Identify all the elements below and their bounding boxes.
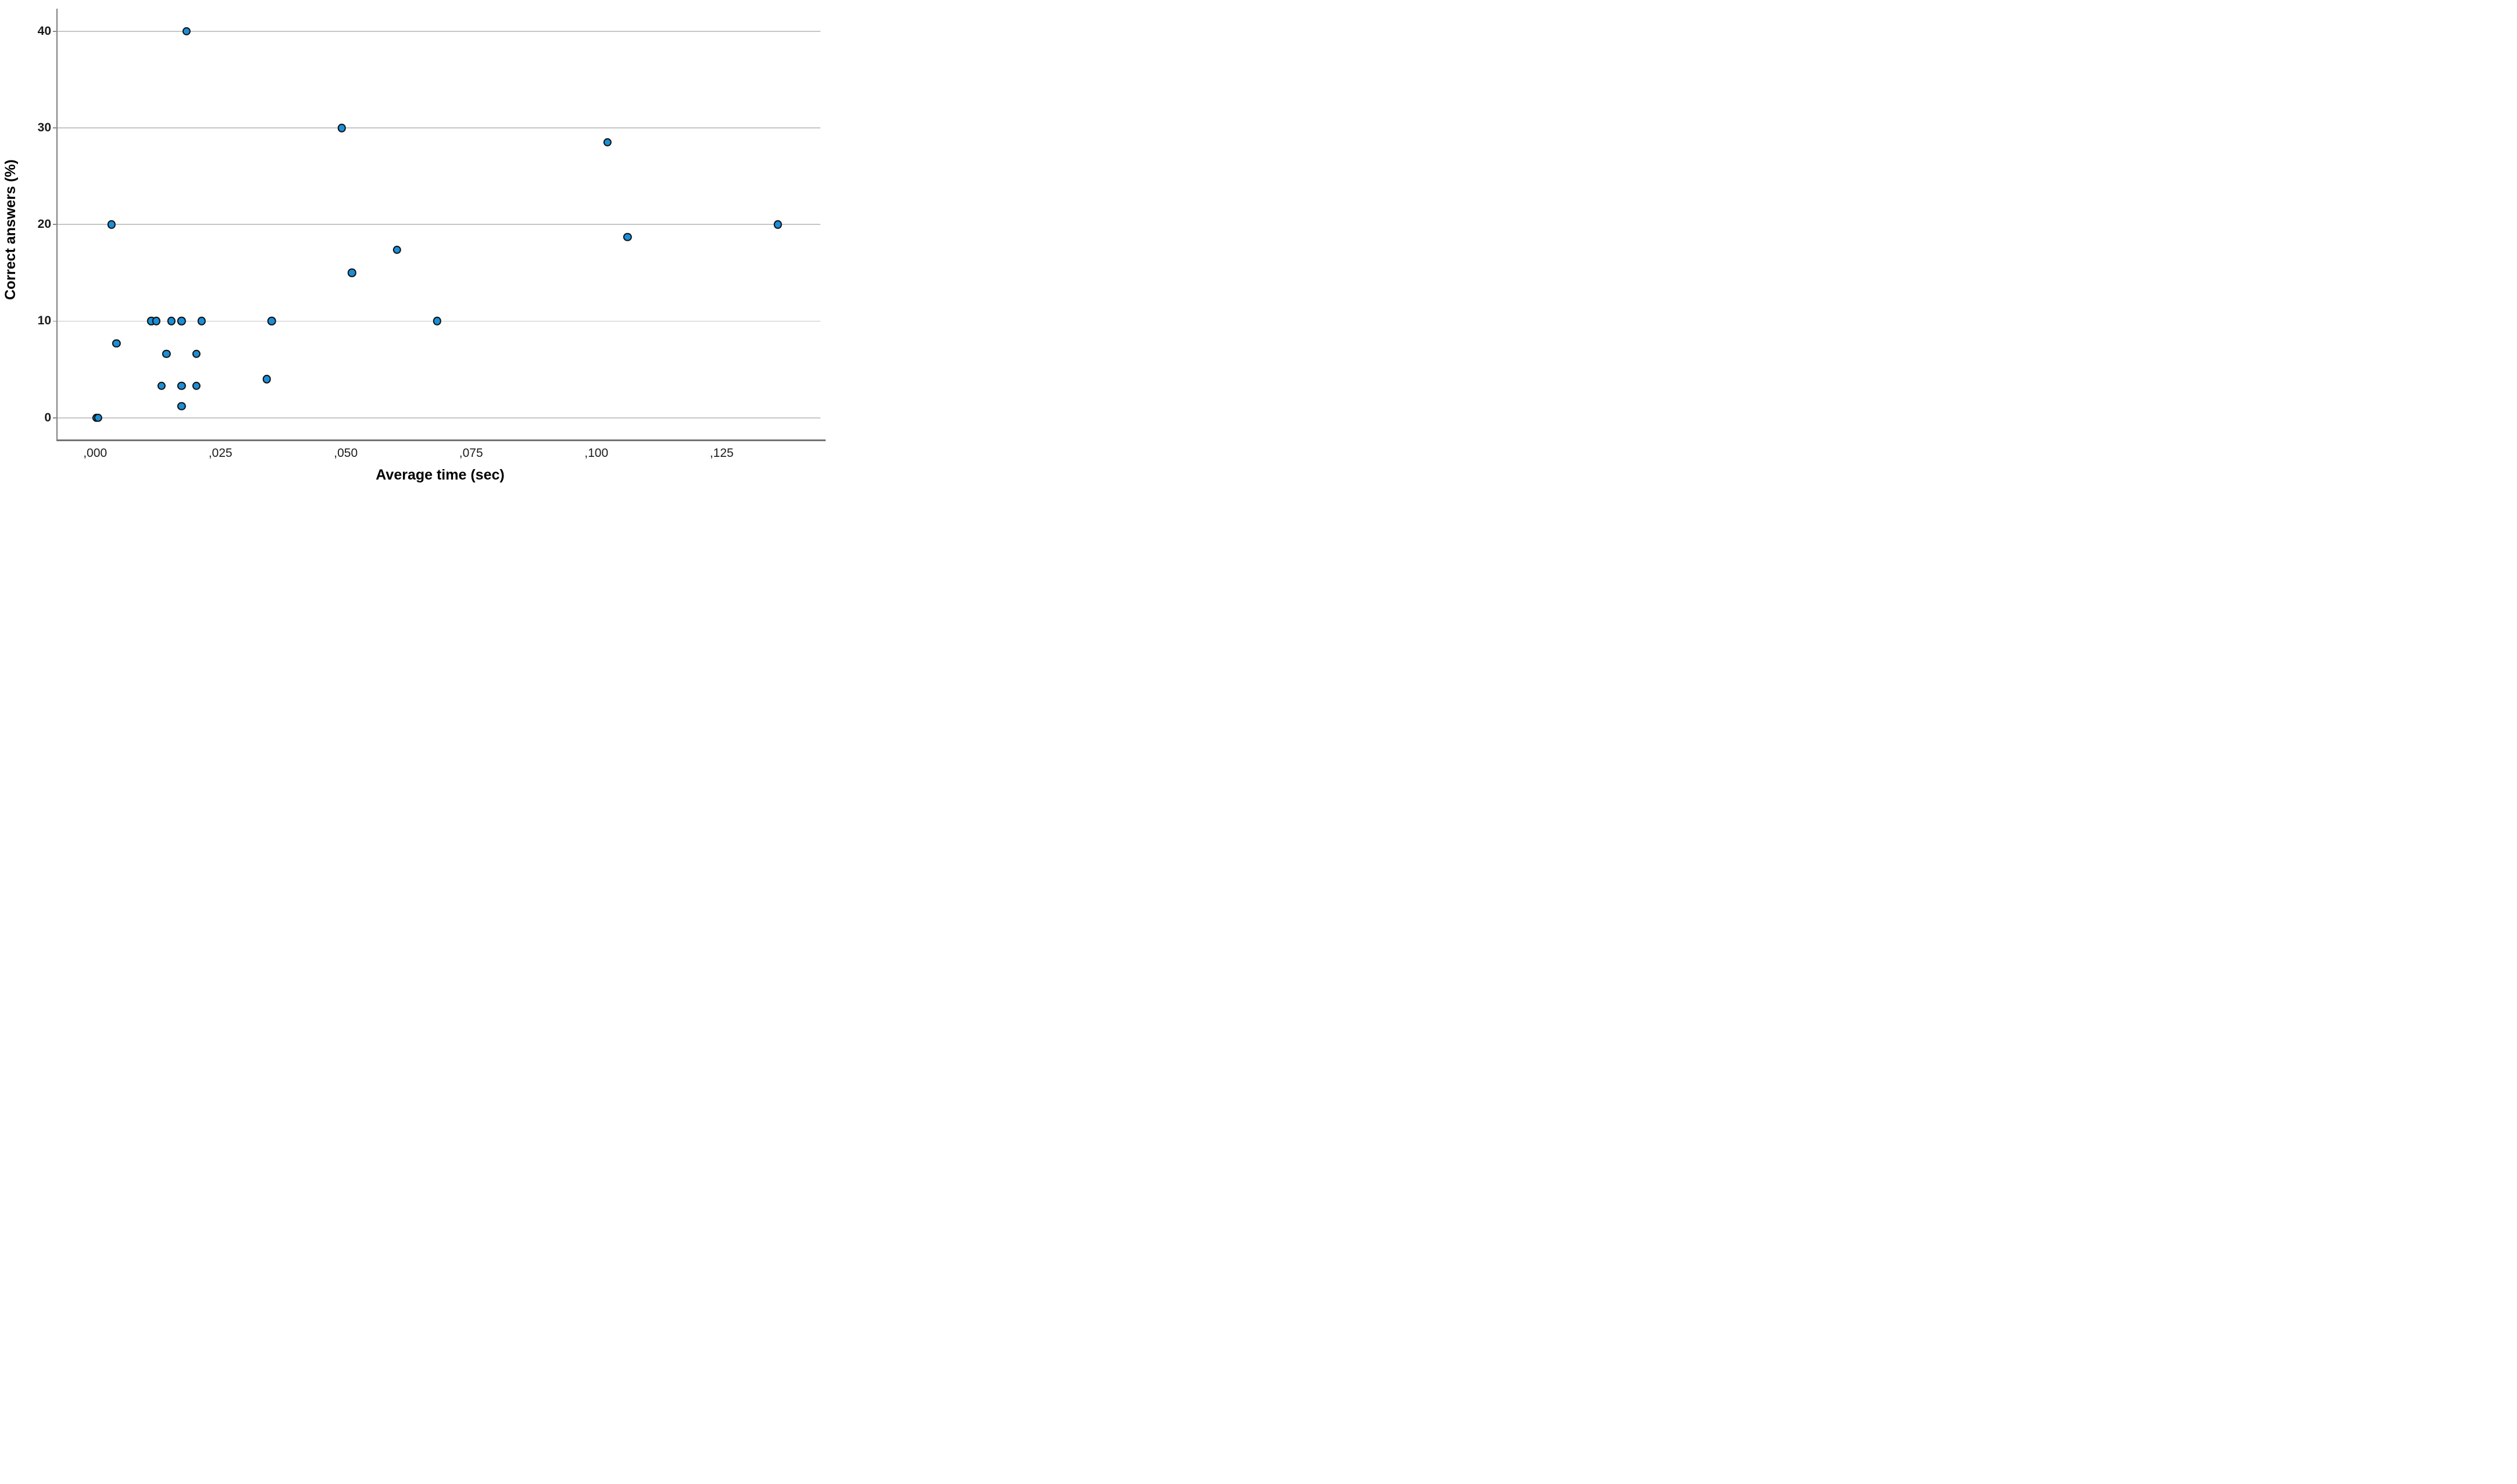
x-tick-label-125: ,125: [709, 446, 734, 460]
x-tick-label-050: ,050: [334, 446, 358, 460]
data-point: [348, 269, 356, 277]
data-point: [603, 138, 612, 147]
y-tick-label-0: 0: [44, 410, 51, 424]
data-point: [177, 381, 186, 390]
data-point: [392, 245, 402, 254]
data-point: [162, 349, 171, 359]
data-point: [773, 220, 783, 229]
data-point: [192, 349, 201, 359]
y-tick-mark-10: [53, 320, 58, 322]
data-point: [157, 381, 166, 390]
y-tick-mark-30: [53, 127, 58, 129]
data-point: [177, 402, 186, 410]
x-tick-label-000: ,000: [83, 446, 108, 460]
y-tick-label-10: 10: [37, 314, 51, 328]
data-point: [623, 233, 632, 242]
data-point: [433, 317, 442, 326]
data-point: [267, 317, 276, 326]
data-point: [262, 374, 271, 384]
data-point: [112, 339, 121, 348]
data-point: [107, 220, 116, 229]
data-point: [197, 317, 206, 326]
plot-area: [53, 9, 826, 441]
x-axis-title: Average time (sec): [376, 467, 505, 483]
y-tick-label-30: 30: [37, 121, 51, 135]
data-point: [152, 317, 161, 326]
x-tick-label-075: ,075: [459, 446, 483, 460]
y-tick-mark-20: [53, 224, 58, 226]
data-point: [94, 413, 103, 422]
scatter-chart: Average time (sec) Correct answers (%) 0…: [0, 0, 839, 495]
data-point: [337, 123, 347, 133]
gridline-y-20: [58, 224, 820, 226]
gridline-y-30: [58, 127, 820, 129]
x-tick-label-025: ,025: [208, 446, 233, 460]
data-point: [182, 27, 191, 36]
gridline-y-40: [58, 31, 820, 32]
data-point: [177, 317, 186, 326]
data-point: [167, 317, 176, 326]
y-tick-mark-40: [53, 31, 58, 32]
x-tick-label-100: ,100: [584, 446, 609, 460]
gridline-y-0: [58, 417, 820, 419]
y-tick-mark-0: [53, 417, 58, 419]
y-tick-label-20: 20: [37, 217, 51, 231]
data-point: [192, 381, 201, 390]
y-tick-label-40: 40: [37, 24, 51, 38]
